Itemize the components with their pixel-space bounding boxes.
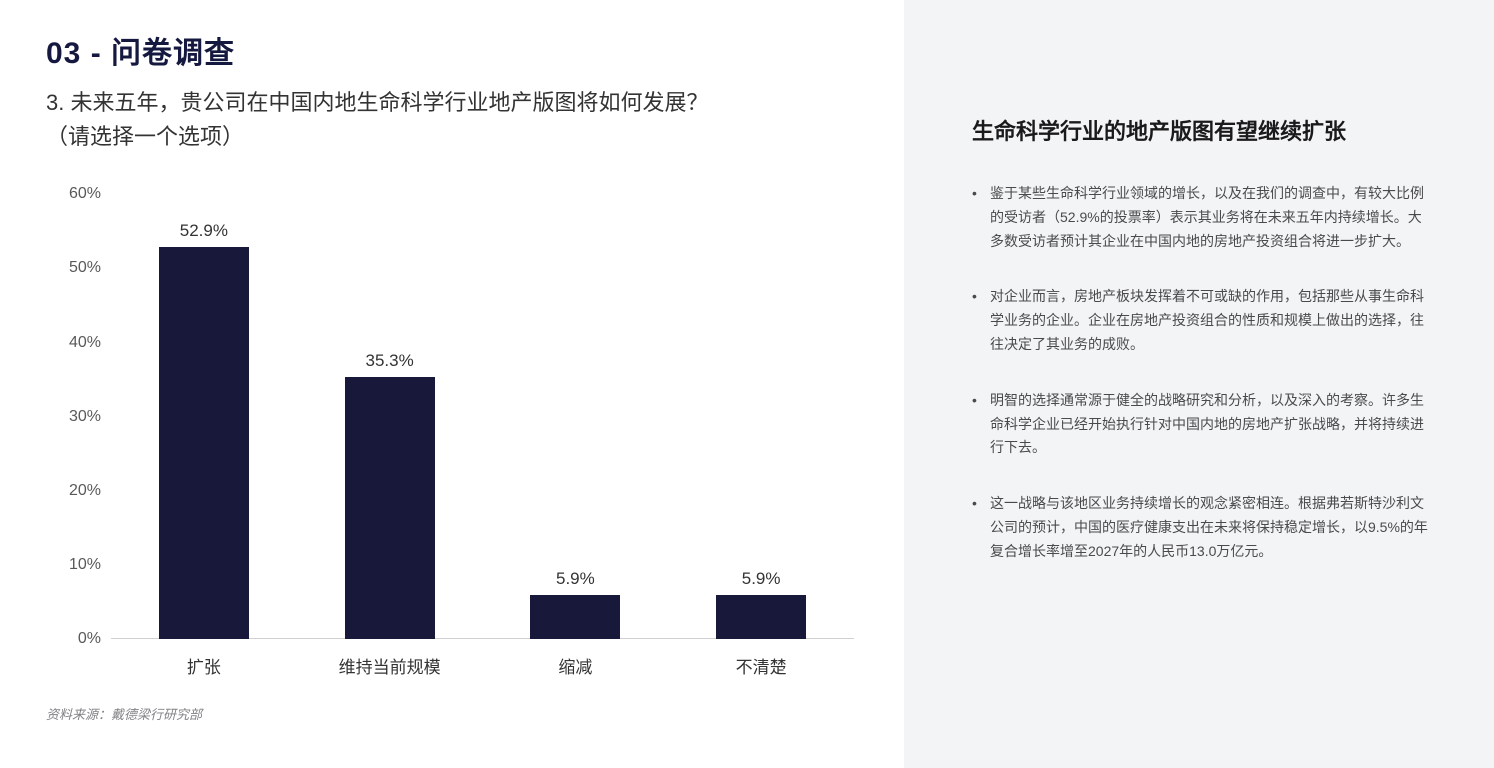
chart-bars: 52.9% 35.3% 5.9% 5.9% bbox=[111, 194, 854, 639]
bullet-text: 明智的选择通常源于健全的战略研究和分析，以及深入的考察。许多生命科学企业已经开始… bbox=[990, 389, 1434, 460]
bar-slot: 5.9% bbox=[483, 194, 669, 639]
bar-chart: 52.9% 35.3% 5.9% 5.9% 扩张维持当前规模缩减不清楚 0% 10% 20… bbox=[46, 194, 864, 694]
source-citation: 资料来源：戴德梁行研究部 bbox=[46, 704, 864, 723]
chart-x-axis: 扩张维持当前规模缩减不清楚 bbox=[111, 639, 854, 694]
x-tick-label: 缩减 bbox=[483, 639, 669, 694]
x-tick-label: 维持当前规模 bbox=[297, 639, 483, 694]
right-panel: 生命科学行业的地产版图有望继续扩张 •鉴于某些生命科学行业领域的增长，以及在我们… bbox=[904, 0, 1494, 768]
bullet-dot-icon: • bbox=[972, 389, 990, 460]
insight-bullet: •这一战略与该地区业务持续增长的观念紧密相连。根据弗若斯特沙利文公司的预计，中国… bbox=[972, 492, 1434, 563]
bullet-text: 这一战略与该地区业务持续增长的观念紧密相连。根据弗若斯特沙利文公司的预计，中国的… bbox=[990, 492, 1434, 563]
bar-value-label: 52.9% bbox=[180, 221, 228, 241]
bullet-dot-icon: • bbox=[972, 492, 990, 563]
insight-bullet: •明智的选择通常源于健全的战略研究和分析，以及深入的考察。许多生命科学企业已经开… bbox=[972, 389, 1434, 460]
bar-value-label: 5.9% bbox=[556, 569, 595, 589]
bullet-dot-icon: • bbox=[972, 285, 990, 356]
y-tick-label: 20% bbox=[46, 482, 101, 500]
y-tick-label: 30% bbox=[46, 408, 101, 426]
bar-slot: 52.9% bbox=[111, 194, 297, 639]
left-panel: 03 - 问卷调查 3. 未来五年，贵公司在中国内地生命科学行业地产版图将如何发… bbox=[0, 0, 904, 768]
question-line-1: 3. 未来五年，贵公司在中国内地生命科学行业地产版图将如何发展？ bbox=[46, 86, 864, 120]
insight-bullet: •鉴于某些生命科学行业领域的增长，以及在我们的调查中，有较大比例的受访者（52.… bbox=[972, 182, 1434, 253]
insight-title: 生命科学行业的地产版图有望继续扩张 bbox=[972, 114, 1434, 146]
x-tick-label: 扩张 bbox=[111, 639, 297, 694]
insight-bullet: •对企业而言，房地产板块发挥着不可或缺的作用，包括那些从事生命科学业务的企业。企… bbox=[972, 285, 1434, 356]
x-tick-label: 不清楚 bbox=[668, 639, 854, 694]
bar-slot: 35.3% bbox=[297, 194, 483, 639]
bar-value-label: 35.3% bbox=[366, 351, 414, 371]
question-line-2: （请选择一个选项） bbox=[46, 120, 864, 154]
slide: 03 - 问卷调查 3. 未来五年，贵公司在中国内地生命科学行业地产版图将如何发… bbox=[0, 0, 1494, 768]
bar-rect bbox=[530, 595, 620, 639]
bar-rect bbox=[345, 377, 435, 639]
bar-value-label: 5.9% bbox=[742, 569, 781, 589]
bar-rect bbox=[716, 595, 806, 639]
y-tick-label: 60% bbox=[46, 185, 101, 203]
y-tick-label: 50% bbox=[46, 259, 101, 277]
bullet-text: 对企业而言，房地产板块发挥着不可或缺的作用，包括那些从事生命科学业务的企业。企业… bbox=[990, 285, 1434, 356]
y-tick-label: 10% bbox=[46, 556, 101, 574]
insight-bullet-list: •鉴于某些生命科学行业领域的增长，以及在我们的调查中，有较大比例的受访者（52.… bbox=[972, 182, 1434, 564]
bar-rect bbox=[159, 247, 249, 639]
y-tick-label: 40% bbox=[46, 334, 101, 352]
section-title: 03 - 问卷调查 bbox=[46, 28, 864, 72]
bullet-text: 鉴于某些生命科学行业领域的增长，以及在我们的调查中，有较大比例的受访者（52.9… bbox=[990, 182, 1434, 253]
bar-slot: 5.9% bbox=[668, 194, 854, 639]
bullet-dot-icon: • bbox=[972, 182, 990, 253]
y-tick-label: 0% bbox=[46, 630, 101, 648]
